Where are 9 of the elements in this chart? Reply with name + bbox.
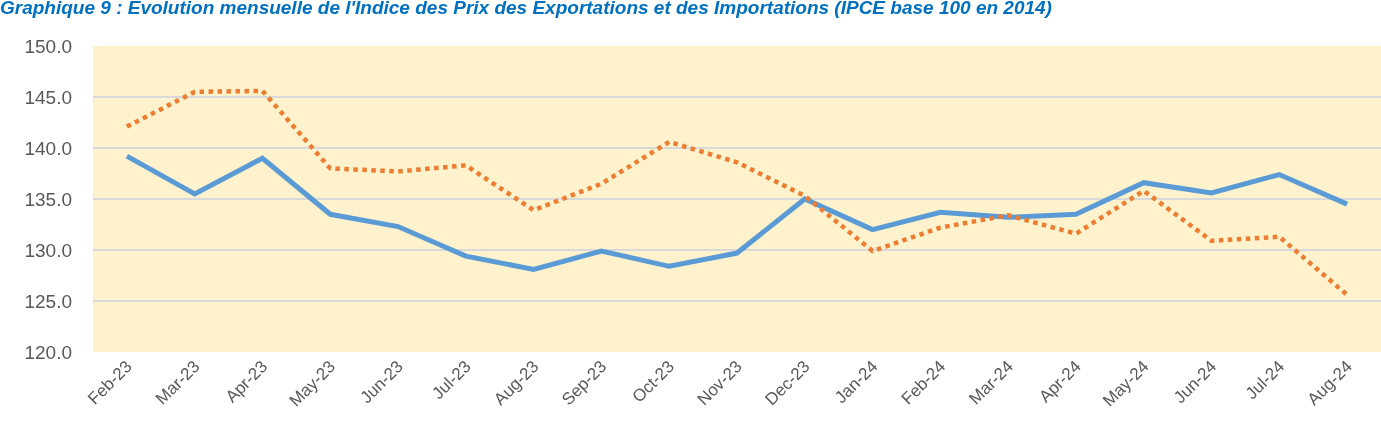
y-tick-label: 150.0 (24, 35, 72, 57)
y-tick-label: 125.0 (24, 290, 72, 312)
y-tick-label: 135.0 (24, 188, 72, 210)
chart-title: Graphique 9 : Evolution mensuelle de l'Indice des Prix des Exportations et des Importations (IPCE base 100 en 2014) (0, 0, 1052, 19)
y-tick-label: 130.0 (24, 239, 72, 261)
y-tick-label: 145.0 (24, 86, 72, 108)
y-tick-label: 120.0 (24, 341, 72, 363)
y-tick-label: 140.0 (24, 137, 72, 159)
line-series (124, 88, 1350, 298)
